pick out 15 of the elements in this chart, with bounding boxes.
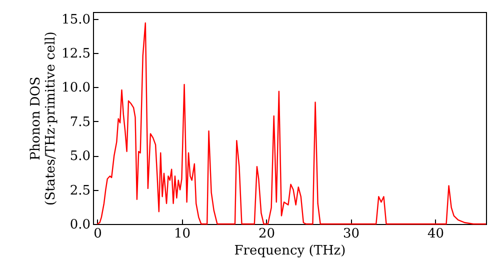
y-tick-label: 0.0 [70, 218, 90, 232]
x-tick-label: 10 [174, 226, 191, 242]
y-tick-label: 2.5 [70, 183, 90, 198]
x-tick-label: 30 [343, 226, 360, 242]
y-tick-label: 10.0 [62, 80, 90, 96]
x-axis-title: Frequency (THz) [234, 244, 346, 258]
x-tick-label: 20 [258, 226, 276, 242]
y-tick-label: 7.5 [70, 114, 90, 130]
x-tick-label: 40 [428, 226, 444, 242]
y-tick-label: 15.0 [62, 12, 90, 28]
y-tick-label: 12.5 [62, 46, 90, 62]
y-axis-title: Phonon DOS (States/THz·primitive cell) [28, 31, 59, 206]
line-series [96, 22, 487, 225]
y-tick-label: 5.0 [70, 149, 90, 164]
x-tick-label: 0 [94, 226, 102, 242]
